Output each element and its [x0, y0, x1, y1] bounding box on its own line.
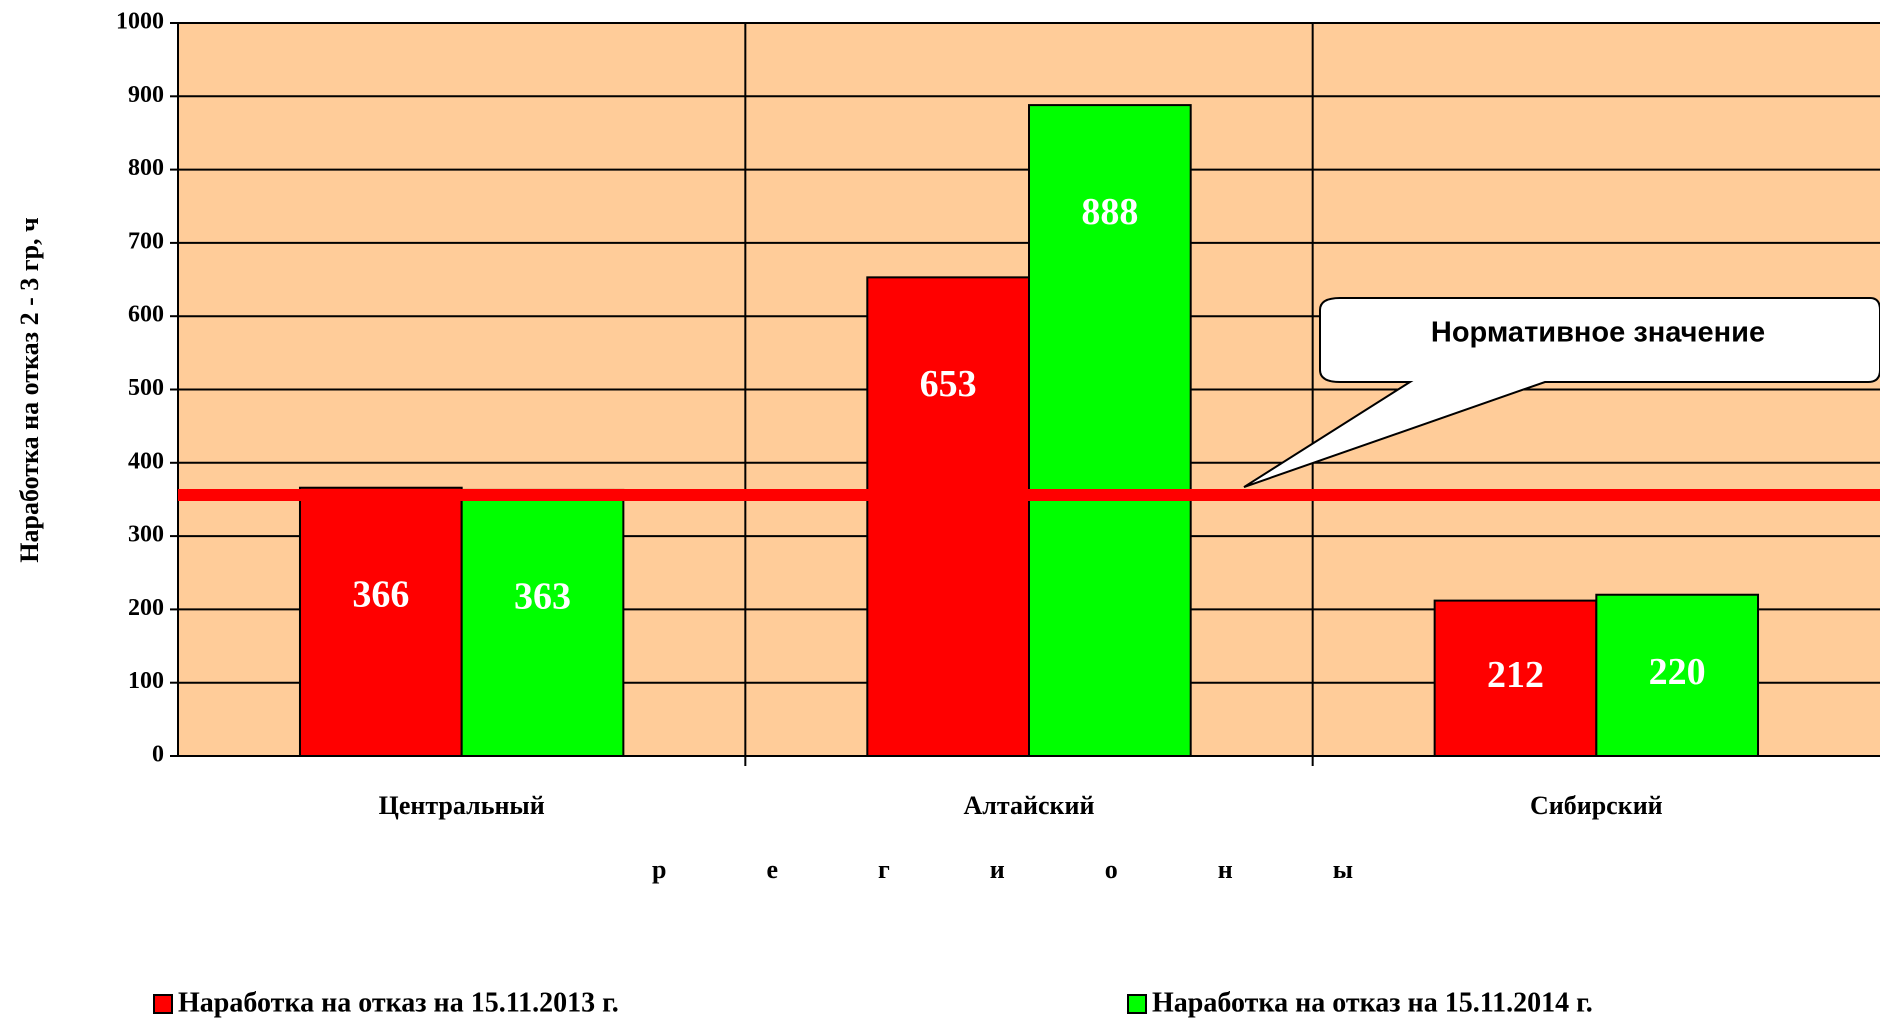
callout-text: Нормативное значение	[1431, 317, 1765, 349]
bar	[1595, 593, 1760, 757]
y-tick-label: 700	[128, 228, 164, 254]
y-tick-label: 100	[128, 668, 164, 694]
bar	[1433, 599, 1598, 757]
bar	[866, 276, 1030, 757]
y-tick-label: 600	[128, 302, 164, 328]
data-label: 653	[920, 363, 977, 405]
x-tick-label: Алтайский	[964, 791, 1095, 820]
x-axis-title: регионы	[652, 855, 1453, 884]
x-tick-label: Центральный	[379, 791, 545, 820]
data-label: 366	[352, 573, 409, 615]
legend-label: Наработка на отказ на 15.11.2013 г.	[178, 987, 619, 1018]
y-axis-title: Наработка на отказ 2 - 3 гр, ч	[15, 217, 44, 562]
y-tick-label: 400	[128, 448, 164, 474]
x-tick-label: Сибирский	[1530, 791, 1663, 820]
y-tick-label: 800	[128, 155, 164, 181]
bar	[298, 486, 463, 757]
data-label: 212	[1487, 654, 1544, 696]
y-tick-label: 900	[128, 82, 164, 108]
y-tick-label: 1000	[116, 9, 164, 35]
data-label: 363	[514, 576, 571, 618]
bar	[460, 488, 625, 757]
y-tick-label: 200	[128, 595, 164, 621]
data-label: 888	[1081, 191, 1138, 233]
legend-swatch	[153, 994, 173, 1014]
y-tick-label: 300	[128, 522, 164, 548]
bar	[1028, 104, 1192, 757]
y-tick-label: 0	[152, 742, 164, 768]
legend-label: Наработка на отказ на 15.11.2014 г.	[1152, 987, 1593, 1018]
callout	[1243, 297, 1880, 488]
data-label: 220	[1649, 651, 1706, 693]
y-tick-label: 500	[128, 375, 164, 401]
legend-swatch	[1127, 994, 1147, 1014]
